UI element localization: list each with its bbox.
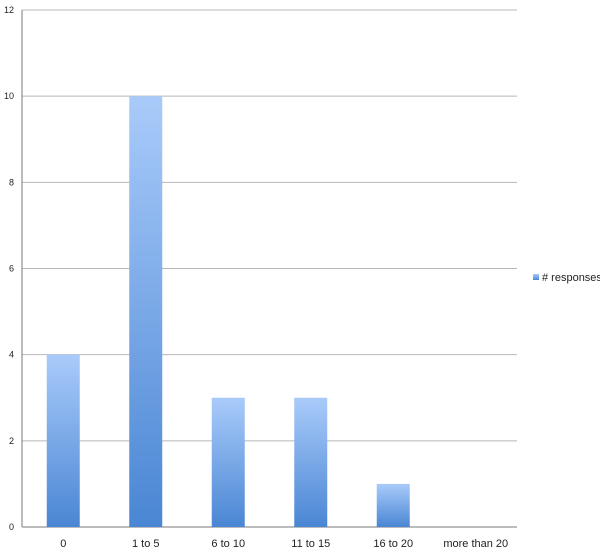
x-category-label: 11 to 15 xyxy=(291,538,330,550)
x-category-label: 6 to 10 xyxy=(211,538,245,550)
bar xyxy=(211,397,245,527)
x-category-label: more than 20 xyxy=(443,538,508,550)
y-tick-label: 2 xyxy=(9,436,14,446)
bars xyxy=(46,96,410,528)
legend: # responses xyxy=(533,272,600,284)
bar xyxy=(46,354,80,527)
y-tick-label: 6 xyxy=(9,264,14,274)
bar xyxy=(376,483,410,527)
y-tick-label: 0 xyxy=(9,522,14,532)
gridlines xyxy=(22,9,517,442)
bar xyxy=(294,397,328,527)
axes xyxy=(21,10,517,528)
y-tick-label: 12 xyxy=(4,5,14,15)
y-tick-label: 10 xyxy=(4,91,14,101)
x-category-labels: 0 1 to 5 6 to 10 11 to 15 16 to 20 more than … xyxy=(60,538,508,550)
y-tick-label: 8 xyxy=(9,177,14,187)
y-tick-label: 4 xyxy=(9,350,14,360)
y-tick-labels: 0 2 4 6 8 10 12 xyxy=(4,5,14,532)
x-category-label: 0 xyxy=(60,538,66,550)
x-category-label: 16 to 20 xyxy=(373,538,413,550)
legend-swatch xyxy=(533,274,539,280)
x-category-label: 1 to 5 xyxy=(132,538,160,550)
legend-label: # responses xyxy=(542,272,600,284)
bar xyxy=(129,96,163,528)
